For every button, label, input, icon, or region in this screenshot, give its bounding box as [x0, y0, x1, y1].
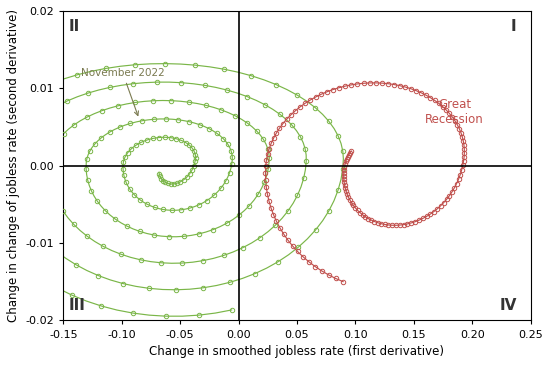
Text: III: III: [69, 298, 86, 313]
Text: II: II: [69, 19, 80, 34]
Text: Great
Recession: Great Recession: [425, 97, 484, 126]
X-axis label: Change in smoothed jobless rate (first derivative): Change in smoothed jobless rate (first d…: [150, 345, 444, 358]
Text: I: I: [511, 19, 516, 34]
Text: November 2022: November 2022: [81, 68, 164, 115]
Text: IV: IV: [499, 298, 516, 313]
Y-axis label: Change in change of jobless rate (second derivative): Change in change of jobless rate (second…: [7, 9, 20, 322]
